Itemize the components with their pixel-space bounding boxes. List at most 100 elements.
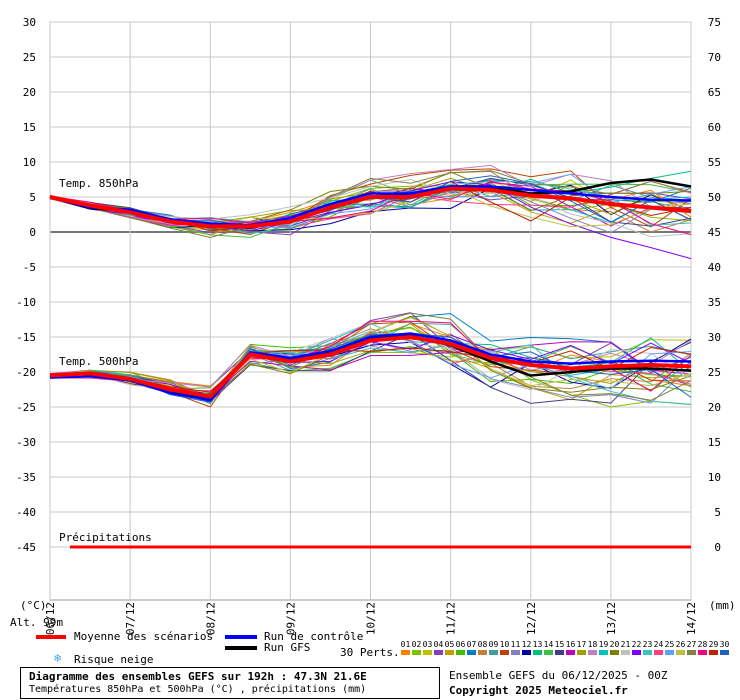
x-tick-label: 14/12 (685, 602, 698, 635)
perturbation-color-swatch (577, 650, 586, 655)
panel-label-precip: Précipitations (59, 531, 152, 544)
perturbation-id-label: 29 (708, 640, 719, 649)
right-tick-label: 30 (708, 331, 721, 344)
perturbation-color-swatch (445, 650, 454, 655)
main-series (49, 178, 692, 549)
member-line-t850 (49, 180, 692, 228)
right-tick-label: 75 (708, 16, 721, 29)
right-tick-label: 65 (708, 86, 721, 99)
member-line-t500 (49, 338, 692, 388)
perturbation-color-swatch (588, 650, 597, 655)
mean-legend-label: Moyenne des scénarios (74, 630, 214, 643)
perturbation-color-swatch (522, 650, 531, 655)
panel-label-t850: Temp. 850hPa (59, 177, 138, 190)
member-line-t500 (49, 345, 692, 401)
perturbation-id-label: 01 (400, 640, 411, 649)
ensemble-run-label: Ensemble GEFS du 06/12/2025 - 00Z (449, 669, 668, 682)
perturbation-id-label: 26 (675, 640, 686, 649)
member-line-t500 (49, 312, 692, 401)
perturbation-id-label: 16 (565, 640, 576, 649)
right-tick-label: 45 (708, 226, 721, 239)
perturbation-color-swatch (632, 650, 641, 655)
perturbation-color-swatch (478, 650, 487, 655)
perturbation-id-label: 03 (422, 640, 433, 649)
perturbation-id-label: 17 (576, 640, 587, 649)
perturbation-color-swatch (654, 650, 663, 655)
member-line-t500 (49, 346, 692, 393)
perturbation-id-label: 24 (653, 640, 664, 649)
perturbation-id-label: 02 (411, 640, 422, 649)
right-tick-label: 20 (708, 401, 721, 414)
x-tick-label: 10/12 (365, 602, 378, 635)
perturbation-color-swatch (610, 650, 619, 655)
perturbation-color-swatch (544, 650, 553, 655)
x-tick-label: 07/12 (124, 602, 137, 635)
copyright: Copyright 2025 Meteociel.fr (449, 684, 628, 697)
chart-title-box: Diagramme des ensembles GEFS sur 192h : … (20, 667, 440, 699)
perturbation-color-swatch (467, 650, 476, 655)
perturbation-id-label: 07 (466, 640, 477, 649)
left-tick-label: -40 (16, 506, 36, 519)
left-tick-label: 25 (23, 51, 36, 64)
x-tick-label: 11/12 (445, 602, 458, 635)
right-tick-label: 15 (708, 436, 721, 449)
perturbation-id-label: 19 (598, 640, 609, 649)
mean-line-t850 (49, 186, 692, 229)
right-tick-label: 0 (714, 541, 721, 554)
perturbation-id-label: 14 (543, 640, 554, 649)
right-tick-label: 25 (708, 366, 721, 379)
right-tick-label: 40 (708, 261, 721, 274)
left-tick-label: -20 (16, 366, 36, 379)
gfs-legend-swatch (225, 646, 257, 650)
left-tick-label: 20 (23, 86, 36, 99)
perturbation-id-label: 21 (620, 640, 631, 649)
perturbation-color-swatch (434, 650, 443, 655)
control-legend-swatch (225, 635, 257, 639)
perturbation-id-label: 13 (532, 640, 543, 649)
perturbation-color-swatch (676, 650, 685, 655)
left-tick-label: 30 (23, 16, 36, 29)
left-tick-label: -45 (16, 541, 36, 554)
perturbation-color-swatch (412, 650, 421, 655)
right-tick-label: 10 (708, 471, 721, 484)
left-tick-label: 5 (29, 191, 36, 204)
x-tick-label: 13/12 (605, 602, 618, 635)
perturbation-color-swatch (599, 650, 608, 655)
perturbation-color-swatch (698, 650, 707, 655)
perturbation-id-label: 30 (719, 640, 730, 649)
left-tick-label: -25 (16, 401, 36, 414)
right-tick-label: 50 (708, 191, 721, 204)
gfs-legend-label: Run GFS (264, 641, 311, 654)
perturbation-color-swatch (621, 650, 630, 655)
perturbation-id-label: 22 (631, 640, 642, 649)
perturbation-color-swatch (489, 650, 498, 655)
control-legend-label: Run de contrôle (264, 630, 364, 643)
perturbation-id-label: 11 (510, 640, 521, 649)
left-tick-label: -15 (16, 331, 36, 344)
perturbation-id-label: 06 (455, 640, 466, 649)
altitude-label: Alt. 99m (10, 616, 63, 629)
x-tick-label: 08/12 (204, 602, 217, 635)
perturbation-color-swatch (687, 650, 696, 655)
left-tick-label: -35 (16, 471, 36, 484)
x-tick-label: 09/12 (284, 602, 297, 635)
left-tick-label: -10 (16, 296, 36, 309)
perturbation-id-label: 15 (554, 640, 565, 649)
perturbation-color-swatch (720, 650, 729, 655)
left-tick-label: 0 (29, 226, 36, 239)
perturbation-color-swatch (643, 650, 652, 655)
perturbation-id-label: 25 (664, 640, 675, 649)
perturbation-id-label: 10 (499, 640, 510, 649)
member-line-t500 (49, 328, 692, 399)
perturbation-color-swatch (456, 650, 465, 655)
perturbation-color-swatch (511, 650, 520, 655)
left-tick-label: -30 (16, 436, 36, 449)
control-line-t850 (49, 185, 692, 227)
mean-line-t500 (49, 334, 692, 399)
perturbation-color-swatch (709, 650, 718, 655)
perturbation-id-label: 27 (686, 640, 697, 649)
member-line-t850 (49, 164, 692, 231)
left-tick-label: 10 (23, 156, 36, 169)
